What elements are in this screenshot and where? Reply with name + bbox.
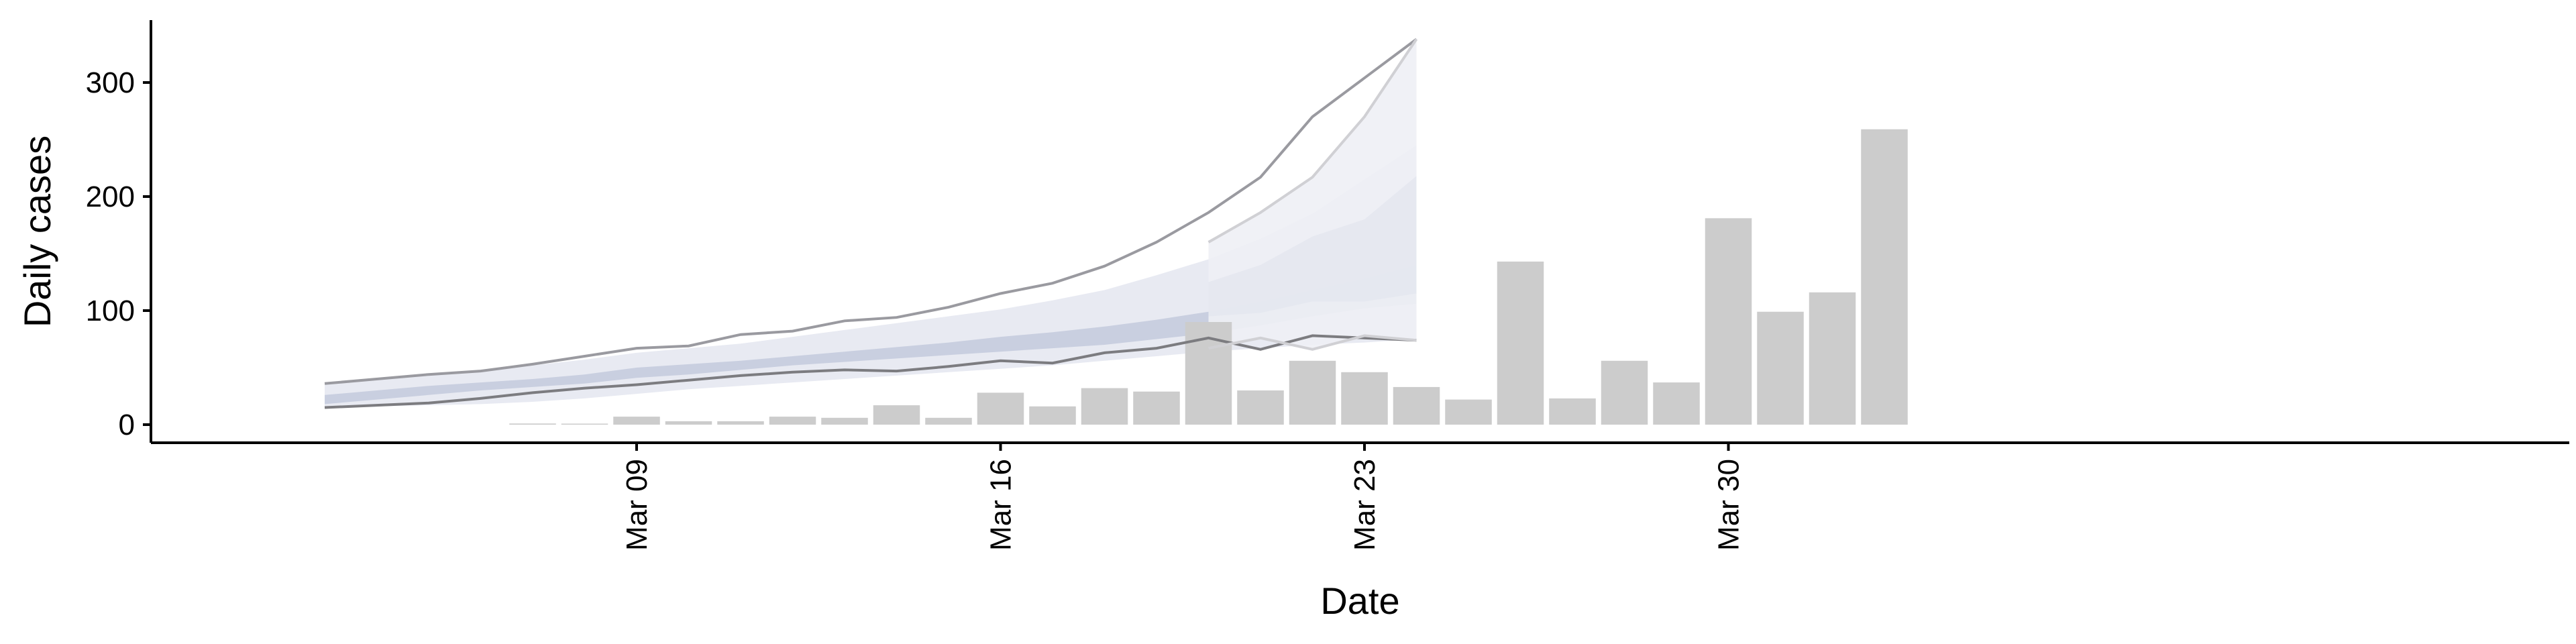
- plot-area: [324, 38, 1908, 425]
- case-bar: [1549, 398, 1596, 425]
- x-tick-label: Mar 23: [1348, 459, 1381, 551]
- y-axis-title: Daily cases: [16, 136, 58, 327]
- case-bar: [1289, 360, 1336, 425]
- case-bar: [509, 423, 556, 425]
- case-bar: [873, 405, 920, 425]
- estimate-bands: [325, 145, 1417, 408]
- case-bar: [1029, 406, 1076, 425]
- forecast-lower-line: [1208, 334, 1417, 351]
- x-tick-label: Mar 09: [621, 459, 653, 551]
- case-bar: [717, 421, 764, 425]
- case-bar: [1393, 386, 1440, 425]
- case-bar: [665, 421, 712, 425]
- forecast-upper-line: [1208, 38, 1418, 244]
- estimate-band-90: [325, 145, 1417, 408]
- estimate-outline-lines: [324, 38, 1418, 409]
- y-axis-ticks: 0 100 200 300: [86, 66, 151, 441]
- y-tick-label: 100: [86, 294, 135, 327]
- case-bar: [1809, 292, 1856, 425]
- case-bar: [1133, 391, 1180, 425]
- case-bar: [769, 417, 816, 425]
- case-bar: [613, 417, 660, 425]
- case-bar: [977, 392, 1024, 425]
- case-bar: [925, 417, 972, 425]
- case-bar: [1445, 399, 1492, 425]
- case-bar: [1601, 360, 1648, 425]
- lower-estimate-line: [324, 334, 1417, 409]
- x-tick-label: Mar 16: [985, 459, 1018, 551]
- x-tick-label: Mar 30: [1713, 459, 1746, 551]
- case-bar: [1861, 129, 1908, 425]
- case-bar: [1497, 261, 1544, 425]
- case-bar: [1757, 311, 1804, 425]
- case-bar: [1653, 382, 1700, 425]
- case-bar: [561, 423, 608, 425]
- y-tick-label: 200: [86, 180, 135, 213]
- upper-estimate-line: [324, 38, 1417, 385]
- case-bar: [1237, 390, 1284, 425]
- case-bar: [1705, 218, 1752, 425]
- estimate-band-50: [325, 265, 1417, 405]
- forecast-band-50: [1208, 176, 1417, 317]
- case-bar: [821, 417, 868, 425]
- case-bar: [1081, 388, 1128, 425]
- x-axis-title: Date: [1320, 580, 1399, 622]
- observed-case-bars: [509, 129, 1908, 425]
- x-axis-ticks: Mar 09 Mar 16 Mar 23 Mar 30: [621, 443, 1746, 551]
- case-bar: [1341, 372, 1388, 425]
- y-tick-label: 0: [119, 409, 135, 441]
- y-tick-label: 300: [86, 66, 135, 99]
- axes: 0 100 200 300 Mar 09 Mar 16 Mar 23 Mar 30: [86, 20, 2569, 551]
